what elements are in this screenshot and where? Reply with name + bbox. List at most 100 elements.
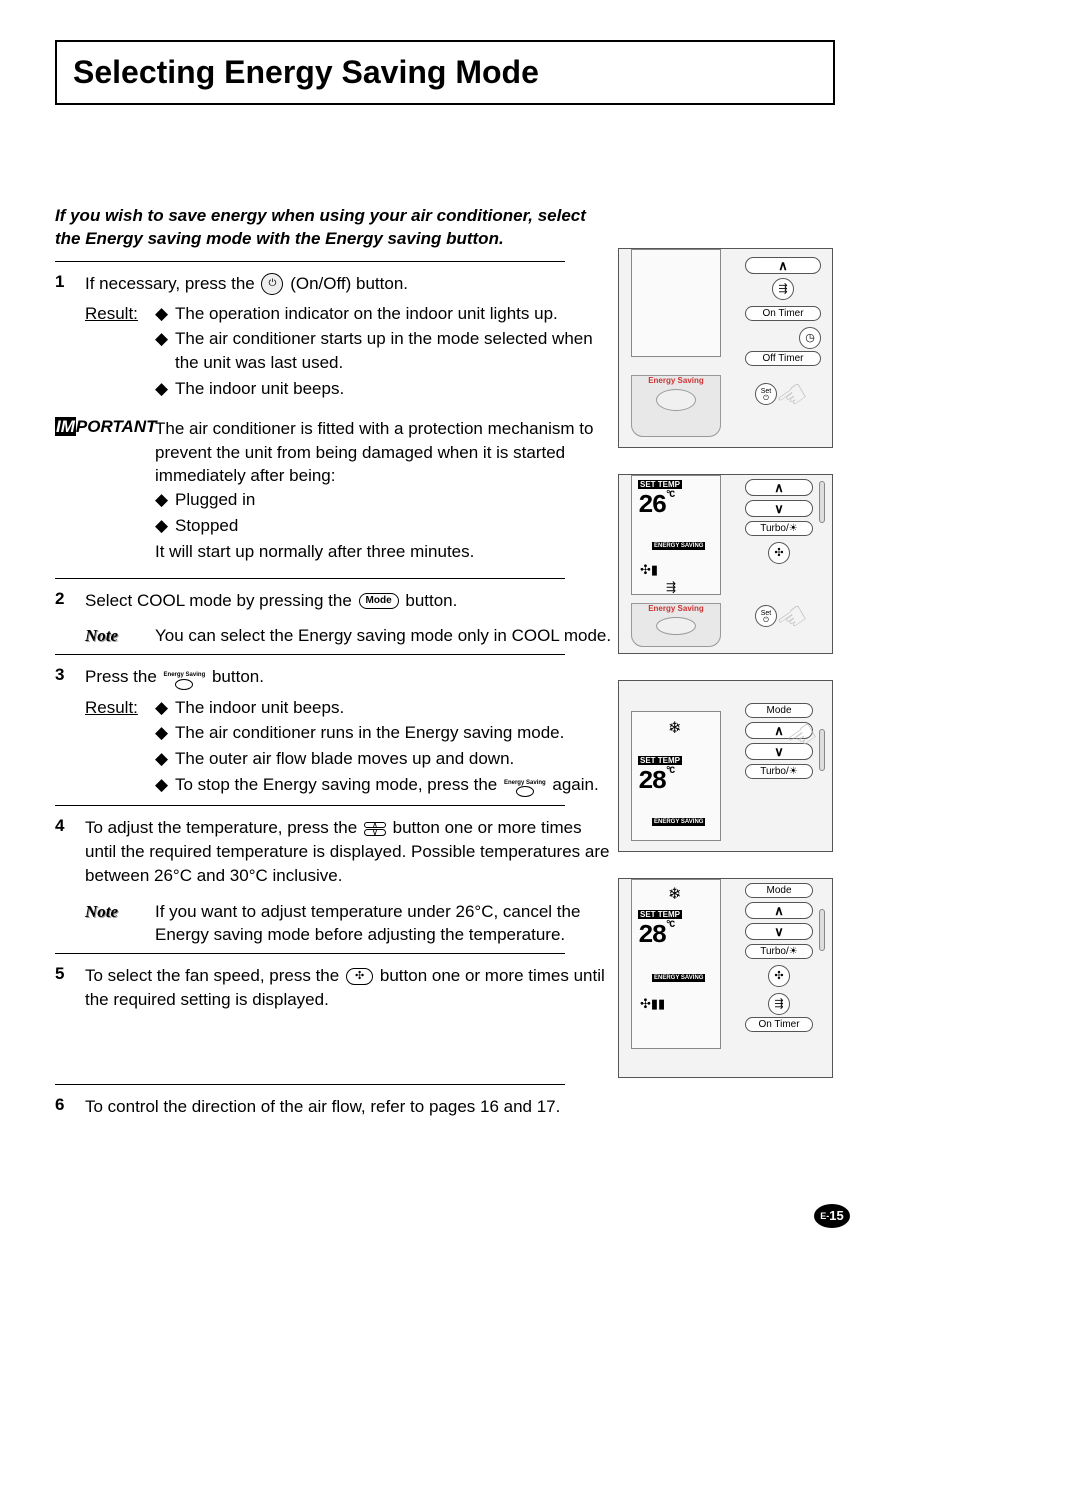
remote-panel-2: SET TEMP 26°C ENERGY SAVING ✣▮ ⇶ ∧ ∨ Tur…	[618, 474, 833, 654]
step-4: 4 To adjust the temperature, press the ∧…	[55, 816, 615, 947]
fan-button: ✣	[768, 542, 790, 564]
step-3: 3 Press the Energy Saving button. Result…	[55, 665, 615, 799]
mode-button: Mode	[745, 883, 813, 898]
divider	[55, 654, 565, 655]
result-label: Result:	[85, 302, 155, 403]
remote-illustrations: ∧ ⇶ On Timer ◷ Off Timer Energy Saving S…	[618, 248, 833, 1104]
up-button: ∧	[745, 902, 813, 919]
result-label: Result:	[85, 696, 155, 800]
set-cancel-button: Set⏻	[755, 605, 777, 627]
cool-mode-icon: ❄	[668, 884, 681, 904]
swing-button: ⇶	[768, 993, 790, 1015]
bullet-text: Plugged in	[175, 488, 255, 512]
important-body: The air conditioner is fitted with a pro…	[155, 419, 593, 486]
remote-lcd: ❄ SET TEMP 28°C ENERGY SAVING ✣▮▮	[631, 879, 721, 1049]
remote-panel-4: ❄ SET TEMP 28°C ENERGY SAVING ✣▮▮ Mode ∧…	[618, 878, 833, 1078]
energy-saving-flap: Energy Saving	[631, 603, 721, 647]
divider	[55, 953, 565, 954]
step-5: 5 To select the fan speed, press the ✣ b…	[55, 964, 615, 1012]
energy-saving-badge: ENERGY SAVING	[652, 818, 705, 826]
divider	[55, 805, 565, 806]
thermometer-icon	[819, 729, 825, 771]
step-num: 6	[55, 1095, 85, 1119]
turbo-button: Turbo/☀	[745, 764, 813, 779]
fan-icon: ✣▮	[640, 562, 658, 578]
off-timer-button: Off Timer	[745, 351, 821, 366]
step-num: 2	[55, 589, 85, 649]
turbo-button: Turbo/☀	[745, 944, 813, 959]
temp-updown-icon: ∧∨	[364, 821, 386, 837]
step-6: 6 To control the direction of the air fl…	[55, 1095, 615, 1119]
step-1: 1 If necessary, press the ⏻ (On/Off) but…	[55, 272, 615, 403]
divider	[55, 1084, 565, 1085]
energy-saving-oval-button	[656, 617, 696, 635]
energy-saving-label: Energy Saving	[632, 604, 720, 613]
bullet-text: The indoor unit beeps.	[175, 696, 344, 720]
diamond-bullet-icon: ◆	[155, 488, 175, 512]
bullet-text: The air conditioner runs in the Energy s…	[175, 721, 564, 745]
note-label: Note	[85, 900, 155, 948]
remote-panel-1: ∧ ⇶ On Timer ◷ Off Timer Energy Saving S…	[618, 248, 833, 448]
diamond-bullet-icon: ◆	[155, 514, 175, 538]
bullet-text: The operation indicator on the indoor un…	[175, 302, 558, 326]
intro-text: If you wish to save energy when using yo…	[55, 205, 615, 251]
step1-text: If necessary, press the	[85, 274, 259, 293]
set-temp-label: SET TEMP	[638, 480, 682, 489]
step5-text: To select the fan speed, press the	[85, 966, 344, 985]
step-num: 3	[55, 665, 85, 799]
diamond-bullet-icon: ◆	[155, 302, 175, 326]
divider	[55, 578, 565, 579]
remote-lcd: ❄ SET TEMP 28°C ENERGY SAVING	[631, 711, 721, 841]
temp-display: 28°C	[638, 766, 673, 796]
cool-mode-icon: ❄	[668, 718, 681, 738]
important-tail: It will start up normally after three mi…	[155, 540, 615, 564]
energy-saving-label: Energy Saving	[632, 376, 720, 385]
page-number: E-15	[814, 1204, 850, 1228]
fan-button-icon: ✣	[346, 968, 373, 985]
title-box: Selecting Energy Saving Mode	[55, 40, 835, 105]
important-block: IMPORTANT The air conditioner is fitted …	[55, 417, 615, 564]
bullet-text: The air conditioner starts up in the mod…	[175, 327, 615, 375]
step-num: 1	[55, 272, 85, 403]
divider	[55, 261, 565, 262]
step-num: 4	[55, 816, 85, 947]
up-button: ∧	[745, 479, 813, 496]
thermometer-icon	[819, 481, 825, 523]
diamond-bullet-icon: ◆	[155, 773, 175, 797]
down-button: ∨	[745, 743, 813, 760]
fan-button: ✣	[768, 965, 790, 987]
energy-saving-badge: ENERGY SAVING	[652, 974, 705, 982]
swing-icon: ⇶	[666, 580, 676, 594]
step3-text2: button.	[212, 667, 264, 686]
note-text: If you want to adjust temperature under …	[155, 900, 615, 948]
temp-display: 28°C	[638, 920, 673, 950]
remote-panel-3: ❄ SET TEMP 28°C ENERGY SAVING Mode ∧ ∨ T…	[618, 680, 833, 852]
important-label: IMPORTANT	[55, 417, 155, 564]
step3-text: Press the	[85, 667, 162, 686]
diamond-bullet-icon: ◆	[155, 327, 175, 375]
set-temp-label: SET TEMP	[638, 910, 682, 919]
set-cancel-button: Set⏻	[755, 383, 777, 405]
down-button: ∨	[745, 923, 813, 940]
bullet-text: The outer air flow blade moves up and do…	[175, 747, 514, 771]
clock-icon: ◷	[799, 327, 821, 349]
page-title: Selecting Energy Saving Mode	[73, 54, 817, 91]
on-timer-button: On Timer	[745, 306, 821, 321]
mode-button-icon: Mode	[359, 593, 399, 609]
remote-lcd: SET TEMP 26°C ENERGY SAVING ✣▮ ⇶	[631, 475, 721, 595]
set-temp-label: SET TEMP	[638, 756, 682, 765]
energy-saving-icon: Energy Saving	[164, 666, 206, 690]
step-2: 2 Select COOL mode by pressing the Mode …	[55, 589, 615, 649]
step4-text: To adjust the temperature, press the	[85, 818, 362, 837]
swing-button: ⇶	[772, 278, 794, 300]
up-button: ∧	[745, 257, 821, 274]
diamond-bullet-icon: ◆	[155, 721, 175, 745]
energy-saving-badge: ENERGY SAVING	[652, 542, 705, 550]
bullet-text: The indoor unit beeps.	[175, 377, 344, 401]
bullet-text: To stop the Energy saving mode, press th…	[175, 773, 599, 797]
note-label: Note	[85, 624, 155, 648]
power-icon: ⏻	[261, 273, 283, 295]
turbo-button: Turbo/☀	[745, 521, 813, 536]
diamond-bullet-icon: ◆	[155, 747, 175, 771]
step-num: 5	[55, 964, 85, 1012]
